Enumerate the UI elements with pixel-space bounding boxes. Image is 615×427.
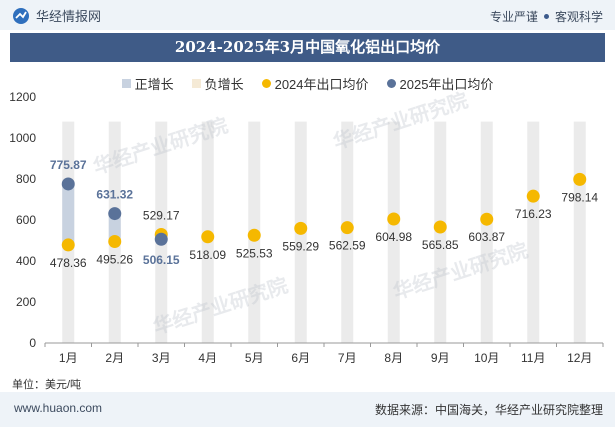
dot-icon [543, 14, 549, 19]
chart-title: 2024-2025年3月中国氧化铝出口均价 [10, 33, 605, 62]
point-2024 [294, 221, 308, 235]
legend-negative-label: 负增长 [204, 77, 244, 92]
background-bar [573, 121, 586, 343]
point-2024 [108, 234, 122, 248]
x-tick-label: 7月 [338, 351, 357, 365]
label-2024: 562.59 [329, 239, 366, 253]
x-tick-label: 10月 [474, 351, 499, 365]
site-link[interactable]: www.huaon.com [14, 401, 103, 415]
x-tick-label: 6月 [291, 351, 310, 365]
y-tick-label: 200 [16, 295, 36, 309]
top-bar: 华经情报网 专业严谨 客观科学 [0, 0, 615, 30]
brand-name: 华经情报网 [36, 9, 102, 24]
slogan-right: 客观科学 [554, 10, 603, 24]
label-2024: 716.23 [515, 207, 552, 221]
label-2024: 798.14 [561, 190, 598, 204]
x-tick-label: 11月 [521, 351, 545, 365]
x-tick-label: 4月 [198, 351, 217, 365]
legend-negative-swatch [191, 79, 201, 88]
label-2024: 604.98 [375, 230, 412, 244]
background-bar [480, 121, 493, 343]
y-tick-label: 0 [29, 336, 36, 350]
point-2024 [201, 230, 215, 244]
legend-2025-label: 2025年出口均价 [399, 77, 494, 92]
chart-legend: 正增长 负增长 2024年出口均价 2025年出口均价 [0, 74, 615, 93]
label-2024: 565.85 [422, 238, 459, 252]
point-2025 [108, 207, 122, 221]
x-tick-label: 8月 [384, 351, 403, 365]
background-bar [527, 121, 540, 343]
label-2025: 631.32 [96, 188, 133, 202]
slogan: 专业严谨 客观科学 [490, 8, 603, 25]
x-tick-label: 2月 [105, 351, 124, 365]
point-2025 [154, 232, 168, 246]
legend-2024-label: 2024年出口均价 [274, 77, 369, 92]
legend-2024-swatch [261, 79, 271, 88]
x-tick-label: 5月 [245, 351, 264, 365]
y-tick-label: 1200 [9, 90, 36, 104]
background-bar [387, 121, 400, 343]
point-2025 [61, 177, 75, 191]
label-2024: 525.53 [236, 246, 273, 260]
point-2024 [526, 189, 540, 203]
y-tick-label: 800 [16, 172, 36, 186]
x-tick-label: 3月 [152, 351, 171, 365]
brand: 华经情报网 [12, 6, 101, 25]
point-2024 [433, 220, 447, 234]
point-2024 [340, 221, 354, 235]
data-source: 数据来源：中国海关，华经产业研究院整理 [374, 403, 603, 417]
point-2024 [480, 212, 494, 226]
x-tick-label: 1月 [59, 351, 78, 365]
chart-plot: 0 200 400 600 800 1000 1200 1月 2月 3月 4月 5月 6月 7月 8月 9月 1… [9, 90, 604, 365]
x-tick-label: 9月 [431, 351, 450, 365]
legend-2025-swatch [386, 79, 396, 88]
slogan-left: 专业严谨 [489, 10, 538, 24]
legend-positive: 正增长 [121, 74, 174, 93]
footer-bar [0, 392, 615, 427]
logo-icon [13, 7, 29, 24]
legend-positive-swatch [121, 79, 131, 88]
change-bar [108, 213, 121, 242]
label-2025: 775.87 [50, 158, 87, 172]
label-2024: 529.17 [143, 209, 180, 223]
label-2025: 506.15 [143, 253, 180, 267]
point-2024 [387, 212, 401, 226]
label-2024: 559.29 [282, 239, 319, 253]
label-2024: 603.87 [468, 230, 505, 244]
y-tick-label: 600 [16, 213, 36, 227]
label-2024: 495.26 [96, 252, 133, 266]
x-tick-label: 12月 [567, 351, 592, 365]
legend-2024: 2024年出口均价 [261, 74, 369, 93]
point-2024 [573, 172, 587, 186]
legend-positive-label: 正增长 [134, 77, 174, 92]
legend-2025: 2025年出口均价 [386, 74, 494, 93]
y-tick-label: 1000 [9, 131, 36, 145]
label-2024: 478.36 [50, 256, 87, 270]
point-2024 [61, 238, 75, 252]
label-2024: 518.09 [189, 248, 226, 262]
legend-negative: 负增长 [191, 74, 244, 93]
unit-label: 单位：美元/吨 [12, 379, 82, 391]
change-bar [62, 183, 75, 245]
point-2024 [247, 228, 261, 242]
y-tick-label: 400 [16, 254, 36, 268]
